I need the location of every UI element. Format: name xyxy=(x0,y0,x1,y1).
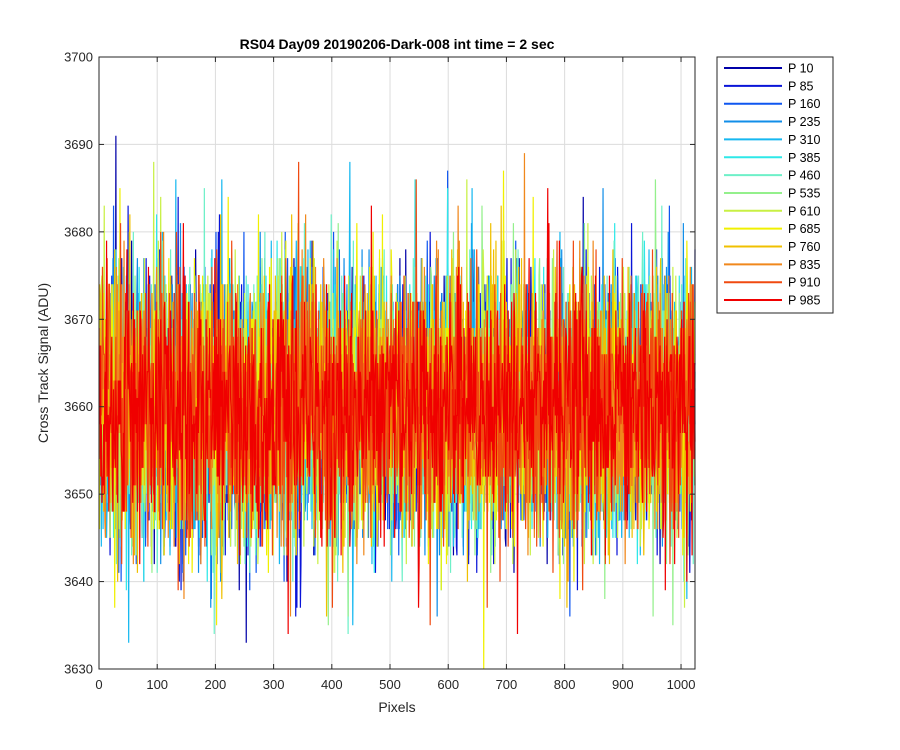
x-tick-label: 0 xyxy=(95,677,102,692)
legend-label: P 985 xyxy=(788,294,820,308)
x-tick-label: 400 xyxy=(321,677,343,692)
legend-items: P 10 P 85 P 160 P 235 P 310 P 385 P 460 P 535 P … xyxy=(724,62,820,308)
legend-box xyxy=(716,56,834,314)
x-tick-label: 900 xyxy=(612,677,634,692)
x-tick-label: 300 xyxy=(263,677,285,692)
x-tick-label: 1000 xyxy=(667,677,696,692)
x-tick-labels: 0 100 200 300 400 500 600 700 800 900 1000 xyxy=(95,677,695,692)
x-tick-label: 800 xyxy=(554,677,576,692)
y-tick-label: 3630 xyxy=(64,662,93,677)
legend-label: P 310 xyxy=(788,133,820,147)
y-tick-label: 3680 xyxy=(64,224,93,239)
y-tick-label: 3670 xyxy=(64,312,93,327)
legend-label: P 385 xyxy=(788,151,820,165)
legend-label: P 910 xyxy=(788,276,820,290)
legend-label: P 160 xyxy=(788,97,820,111)
x-tick-label: 200 xyxy=(205,677,227,692)
series-line-p-985 xyxy=(98,188,696,635)
legend-label: P 10 xyxy=(788,62,814,76)
legend-label: P 235 xyxy=(788,115,820,129)
x-axis-title: Pixels xyxy=(378,699,415,715)
x-tick-label: 500 xyxy=(379,677,401,692)
legend-label: P 610 xyxy=(788,204,820,218)
y-tick-label: 3690 xyxy=(64,137,93,152)
x-tick-label: 600 xyxy=(437,677,459,692)
legend-label: P 685 xyxy=(788,222,820,236)
ticks xyxy=(98,56,695,670)
chart-title: RS04 Day09 20190206-Dark-008 int time = … xyxy=(240,36,555,52)
legend-label: P 460 xyxy=(788,169,820,183)
x-tick-label: 700 xyxy=(496,677,518,692)
legend: P 10 P 85 P 160 P 235 P 310 P 385 P 460 P 535 P … xyxy=(716,56,834,314)
y-tick-label: 3650 xyxy=(64,487,93,502)
axes-box xyxy=(98,56,696,670)
y-tick-label: 3700 xyxy=(64,50,93,65)
series-layer xyxy=(98,135,696,670)
y-tick-labels: 3630 3640 3650 3660 3670 3680 3690 3700 xyxy=(64,50,93,677)
legend-label: P 760 xyxy=(788,240,820,254)
legend-label: P 535 xyxy=(788,186,820,200)
legend-label: P 835 xyxy=(788,258,820,272)
y-axis-title: Cross Track Signal (ADU) xyxy=(35,283,51,443)
y-tick-label: 3660 xyxy=(64,399,93,414)
legend-label: P 85 xyxy=(788,79,814,93)
y-tick-label: 3640 xyxy=(64,574,93,589)
x-tick-label: 100 xyxy=(146,677,168,692)
